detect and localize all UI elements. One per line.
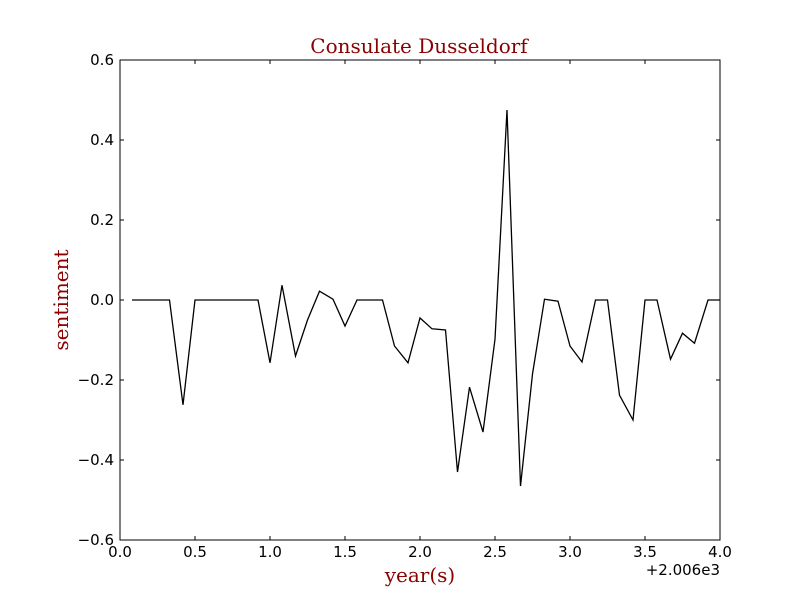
y-tick-label: −0.2 [78,371,114,389]
chart-title: Consulate Dusseldorf [310,34,529,58]
x-tick-label: 1.5 [333,543,357,561]
y-tick-label: 0.2 [90,211,114,229]
x-tick-label: 3.5 [633,543,657,561]
x-tick-label: 0.5 [183,543,207,561]
x-axis-label: year(s) [384,563,456,587]
x-tick-label: 4.0 [708,543,732,561]
y-tick-label: −0.4 [78,451,114,469]
x-axis: 0.0 0.5 1.0 1.5 2.0 2.5 3.0 3.5 4.0 [108,60,732,561]
y-axis: −0.6 −0.4 −0.2 0.0 0.2 0.4 0.6 [78,51,720,549]
x-tick-label: 2.5 [483,543,507,561]
y-tick-label: 0.0 [90,291,114,309]
x-tick-label: 1.0 [258,543,282,561]
x-tick-label: 3.0 [558,543,582,561]
y-tick-label: −0.6 [78,531,114,549]
y-axis-label: sentiment [49,249,73,350]
x-tick-label: 2.0 [408,543,432,561]
y-tick-label: 0.6 [90,51,114,69]
y-tick-label: 0.4 [90,131,114,149]
series-line-0 [132,109,720,487]
x-tick-label: 0.0 [108,543,132,561]
plot-area [132,109,720,487]
x-axis-offset-label: +2.006e3 [646,561,720,579]
